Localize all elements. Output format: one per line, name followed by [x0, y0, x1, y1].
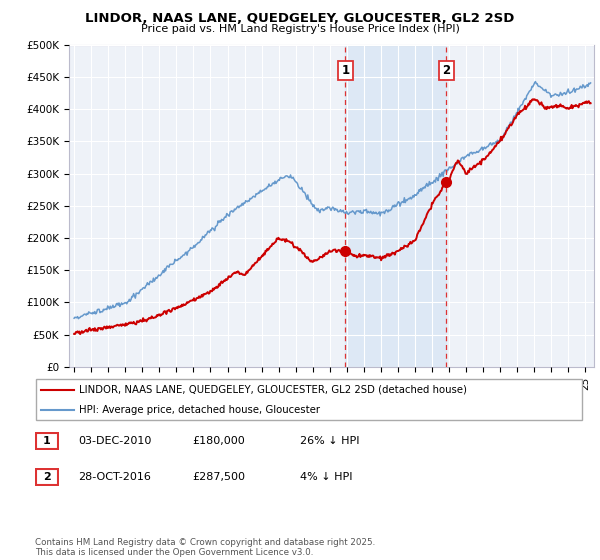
Text: 1: 1	[43, 436, 50, 446]
Text: 26% ↓ HPI: 26% ↓ HPI	[300, 436, 359, 446]
Text: 03-DEC-2010: 03-DEC-2010	[78, 436, 151, 446]
FancyBboxPatch shape	[36, 379, 582, 420]
Text: Contains HM Land Registry data © Crown copyright and database right 2025.
This d: Contains HM Land Registry data © Crown c…	[35, 538, 375, 557]
FancyBboxPatch shape	[36, 469, 58, 485]
Text: HPI: Average price, detached house, Gloucester: HPI: Average price, detached house, Glou…	[79, 405, 320, 415]
Bar	[346, 45, 446, 367]
Text: £287,500: £287,500	[192, 472, 245, 482]
Text: 4% ↓ HPI: 4% ↓ HPI	[300, 472, 353, 482]
Text: 2: 2	[43, 472, 50, 482]
Text: 1: 1	[341, 64, 349, 77]
Text: 28-OCT-2016: 28-OCT-2016	[78, 472, 151, 482]
Text: LINDOR, NAAS LANE, QUEDGELEY, GLOUCESTER, GL2 2SD: LINDOR, NAAS LANE, QUEDGELEY, GLOUCESTER…	[85, 12, 515, 25]
Text: £180,000: £180,000	[192, 436, 245, 446]
Text: Price paid vs. HM Land Registry's House Price Index (HPI): Price paid vs. HM Land Registry's House …	[140, 24, 460, 34]
Text: LINDOR, NAAS LANE, QUEDGELEY, GLOUCESTER, GL2 2SD (detached house): LINDOR, NAAS LANE, QUEDGELEY, GLOUCESTER…	[79, 385, 467, 395]
FancyBboxPatch shape	[36, 433, 58, 449]
Text: 2: 2	[442, 64, 451, 77]
